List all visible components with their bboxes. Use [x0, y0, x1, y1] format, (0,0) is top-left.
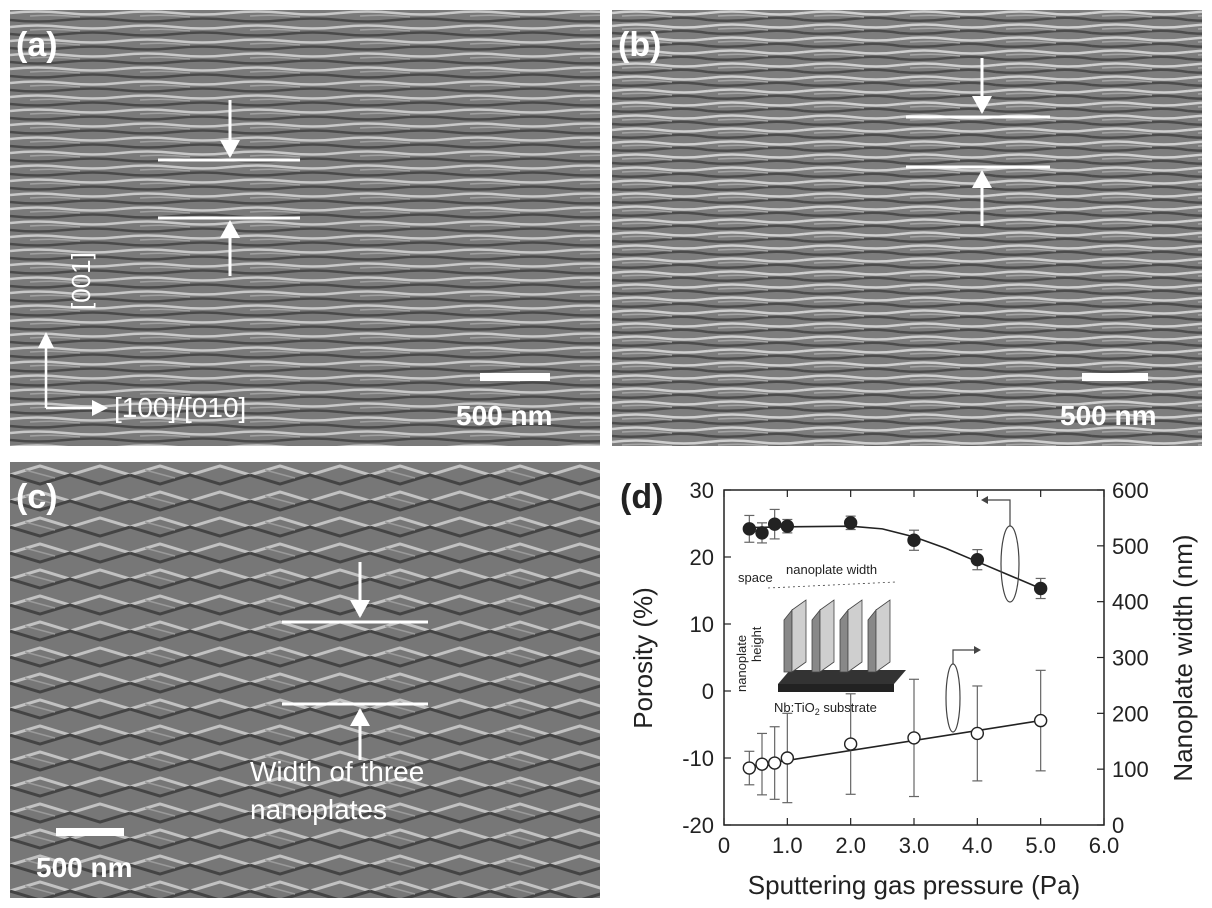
- y-left-tick-label: 30: [690, 478, 714, 503]
- width-point: [843, 737, 858, 751]
- y-left-tick-label: 10: [690, 612, 714, 637]
- x-axis-title: Sputtering gas pressure (Pa): [748, 870, 1080, 900]
- x-tick-label: 2.0: [835, 833, 866, 858]
- width-point: [970, 726, 985, 741]
- inset-plate-face: [847, 599, 863, 673]
- width-point: [907, 731, 921, 745]
- width-point: [742, 761, 757, 775]
- y-right-tick-label: 100: [1112, 757, 1149, 782]
- fit-line-porosity: [749, 525, 1041, 590]
- panel-b-label: (b): [618, 26, 662, 64]
- sem-panel-b: (b) 500 nm: [612, 10, 1202, 446]
- y-left-axis-title: Porosity (%): [628, 587, 658, 729]
- inset-plate-side: [811, 608, 821, 673]
- x-tick-label: 6.0: [1089, 833, 1120, 858]
- porosity-point: [767, 517, 782, 531]
- width-point: [1033, 713, 1048, 728]
- inset-plate-face: [791, 599, 807, 673]
- sem-panel-a: (a) [001] [100]/[010] 500 nm: [10, 10, 600, 446]
- axis-vertical-label: [001]: [66, 252, 96, 310]
- sem-image-a: [10, 10, 600, 446]
- width-note-line1: Width of three: [250, 756, 425, 787]
- inset-space-label: space: [738, 570, 773, 585]
- y-left-tick-label: -10: [682, 746, 714, 771]
- porosity-point: [755, 526, 769, 540]
- inset-substrate-label: Nb:TiO2 substrate: [774, 700, 877, 717]
- porosity-point: [907, 533, 921, 547]
- inset-width-label: nanoplate width: [786, 562, 877, 577]
- width-point: [755, 757, 769, 771]
- panel-a-label: (a): [16, 26, 58, 64]
- porosity-point: [970, 552, 985, 567]
- width-point: [767, 756, 782, 770]
- y-right-tick-label: 400: [1112, 590, 1149, 615]
- sem-image-b: [612, 10, 1202, 446]
- x-tick-label: 0: [718, 833, 730, 858]
- fit-line-width: [749, 719, 1041, 768]
- inset-plate-side: [783, 608, 793, 673]
- width-point: [780, 751, 795, 765]
- x-tick-label: 1.0: [772, 833, 803, 858]
- panel-c-label: (c): [16, 478, 58, 516]
- y-left-tick-label: 0: [702, 679, 714, 704]
- porosity-point: [780, 519, 795, 533]
- x-tick-label: 5.0: [1025, 833, 1056, 858]
- scale-bar-label-c: 500 nm: [36, 852, 133, 883]
- x-tick-label: 3.0: [899, 833, 930, 858]
- scale-bar-label-a: 500 nm: [456, 400, 553, 431]
- inset-plate-face: [819, 599, 835, 673]
- inset-plate-side: [867, 608, 877, 673]
- nanoplate-inset: space nanoplate width nanoplate height N…: [734, 562, 906, 717]
- inset-height-label-2: height: [749, 626, 764, 662]
- y-right-axis-title: Nanoplate width (nm): [1168, 534, 1198, 781]
- width-note-line2: nanoplates: [250, 794, 388, 825]
- inset-plate-side: [839, 608, 849, 673]
- porosity-point: [1033, 581, 1048, 596]
- axis-indicator-right: [945, 646, 981, 733]
- sem-panel-c: (c) Width of three nanoplates 500 nm: [10, 462, 600, 898]
- y-right-tick-label: 300: [1112, 646, 1149, 671]
- scale-bar-label-b: 500 nm: [1060, 400, 1157, 431]
- inset-guide-line: [767, 581, 897, 589]
- porosity-point: [843, 516, 858, 530]
- porosity-width-chart: (d) 0 1.0 2.0 3.0 4.0 5.0 6.03020100-10-206005…: [620, 478, 1198, 900]
- y-right-tick-label: 600: [1112, 478, 1149, 503]
- axis-horizontal-label: [100]/[010]: [114, 392, 247, 423]
- axis-indicator-left: [981, 496, 1020, 603]
- y-left-tick-label: 20: [690, 545, 714, 570]
- y-right-tick-label: 200: [1112, 701, 1149, 726]
- panel-d-label: (d): [620, 478, 663, 516]
- y-left-tick-label: -20: [682, 813, 714, 838]
- chart-panel-d: (d) 0 1.0 2.0 3.0 4.0 5.0 6.0 30 20 10 0 -10 -20 600 5…: [606, 462, 1212, 903]
- y-right-tick-label: 0: [1112, 813, 1124, 838]
- y-right-tick-label: 500: [1112, 534, 1149, 559]
- inset-plate-face: [875, 599, 891, 673]
- sem-image-c: [10, 462, 600, 898]
- inset-height-label-1: nanoplate: [734, 635, 749, 692]
- porosity-point: [742, 522, 757, 536]
- x-tick-label: 4.0: [962, 833, 993, 858]
